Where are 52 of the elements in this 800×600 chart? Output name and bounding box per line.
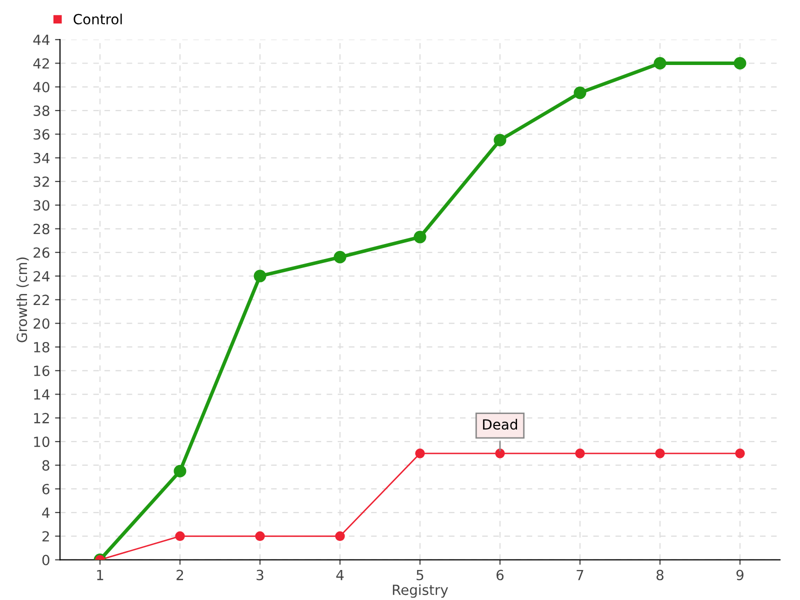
- y-tick-label: 24: [34, 271, 50, 282]
- y-tick-label: 2: [42, 531, 49, 542]
- y-tick-label: 4: [42, 508, 50, 518]
- x-tick-label: 1: [97, 570, 104, 580]
- y-tick-label: 20: [34, 318, 50, 329]
- x-tick-label: 9: [736, 570, 744, 580]
- y-tick-label: 8: [42, 460, 50, 471]
- point: [334, 250, 346, 264]
- point: [655, 448, 665, 458]
- x-tick-label: 6: [496, 570, 504, 580]
- point: [414, 230, 426, 244]
- x-tick-label: 2: [176, 570, 184, 580]
- x-tick-label: 4: [336, 570, 344, 580]
- y-tick-label: 32: [34, 176, 49, 187]
- point: [495, 448, 505, 458]
- x-tick-label: 8: [656, 570, 664, 580]
- y-tick-label: 10: [34, 436, 50, 448]
- y-tick-label: 44: [33, 34, 50, 45]
- y-tick-label: 26: [34, 247, 50, 258]
- point: [255, 531, 265, 542]
- point: [575, 448, 585, 458]
- y-tick-label: 6: [42, 484, 50, 494]
- point: [494, 134, 506, 146]
- annotation: Dead: [483, 418, 518, 430]
- y-tick-label: 12: [34, 412, 49, 424]
- y-tick-label: 22: [34, 294, 49, 305]
- legend-label: Control: [74, 14, 122, 24]
- y-tick-label: 38: [34, 106, 50, 116]
- point: [415, 448, 425, 458]
- y-axis-title: Growth (cm): [16, 258, 29, 342]
- point: [654, 56, 666, 70]
- y-tick-label: 14: [34, 389, 50, 400]
- y-tick-label: 42: [33, 58, 49, 69]
- y-tick-label: 34: [34, 152, 50, 164]
- point: [175, 531, 185, 542]
- y-tick-label: 30: [34, 200, 50, 211]
- x-tick-label: 3: [256, 570, 264, 580]
- y-tick-label: 36: [34, 129, 50, 140]
- point: [734, 56, 746, 70]
- y-tick-label: 0: [42, 554, 50, 566]
- y-tick-label: 18: [34, 342, 50, 352]
- y-tick-label: 40: [33, 82, 50, 92]
- point: [735, 448, 745, 458]
- y-tick-label: 16: [34, 366, 50, 376]
- x-axis-title: Registry: [392, 584, 448, 598]
- x-tick-label: 5: [416, 570, 424, 580]
- point: [574, 86, 586, 100]
- point: [174, 464, 186, 478]
- y-tick-label: 28: [34, 224, 50, 234]
- x-tick-label: 7: [576, 570, 584, 580]
- point: [254, 270, 266, 282]
- point: [335, 531, 345, 542]
